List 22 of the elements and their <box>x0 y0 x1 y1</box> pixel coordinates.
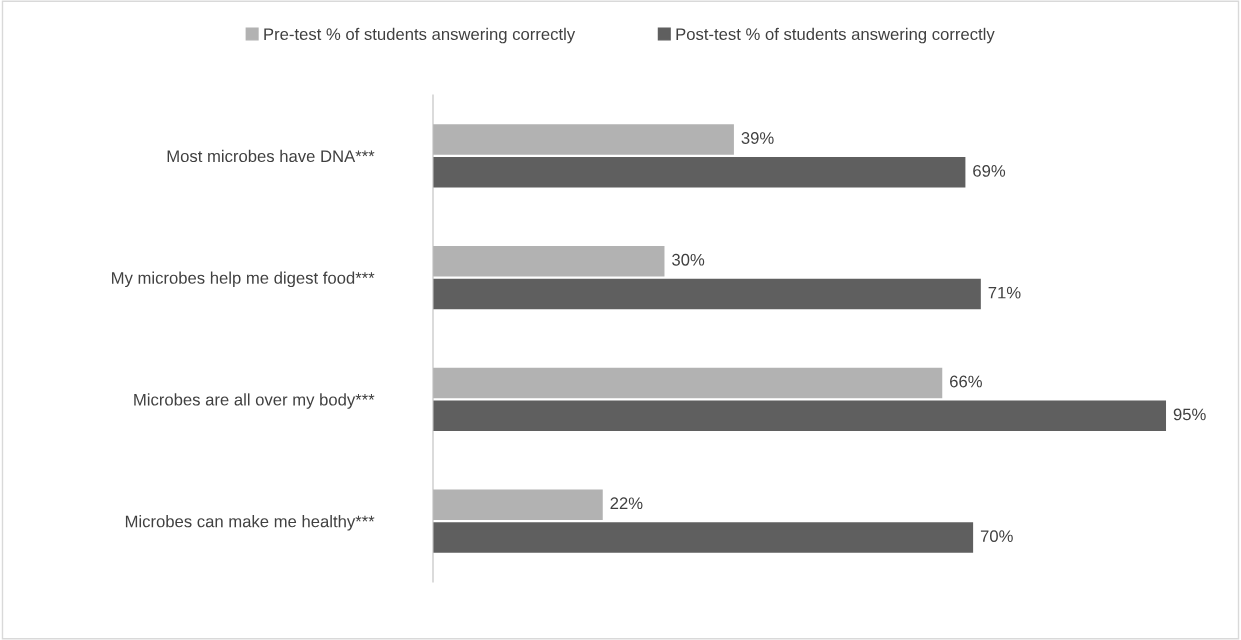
data-label: 30% <box>672 253 705 266</box>
bar <box>433 157 966 188</box>
bar <box>433 522 974 553</box>
data-label: 22% <box>610 497 643 510</box>
y-tick-label: Most microbes have DNA*** <box>167 149 375 163</box>
data-label: 66% <box>950 375 982 388</box>
bar <box>433 124 734 155</box>
data-label: 95% <box>1173 408 1206 421</box>
legend-label: Post-test % of students answering correctly <box>676 27 995 44</box>
bar <box>433 367 943 399</box>
data-label: 69% <box>973 164 1006 177</box>
y-tick-label: Microbes are all over my body*** <box>134 393 375 409</box>
bar <box>433 245 665 277</box>
bar <box>433 278 981 310</box>
bar <box>433 489 603 520</box>
legend-label: Pre-test % of students answering correctly <box>264 27 576 44</box>
data-label: 39% <box>741 132 774 144</box>
y-tick-label: My microbes help me digest food*** <box>112 271 375 288</box>
data-label: 70% <box>980 530 1013 543</box>
y-tick-label: Microbes can make me healthy*** <box>125 515 375 531</box>
bar <box>433 400 1167 432</box>
data-label: 71% <box>988 286 1021 299</box>
